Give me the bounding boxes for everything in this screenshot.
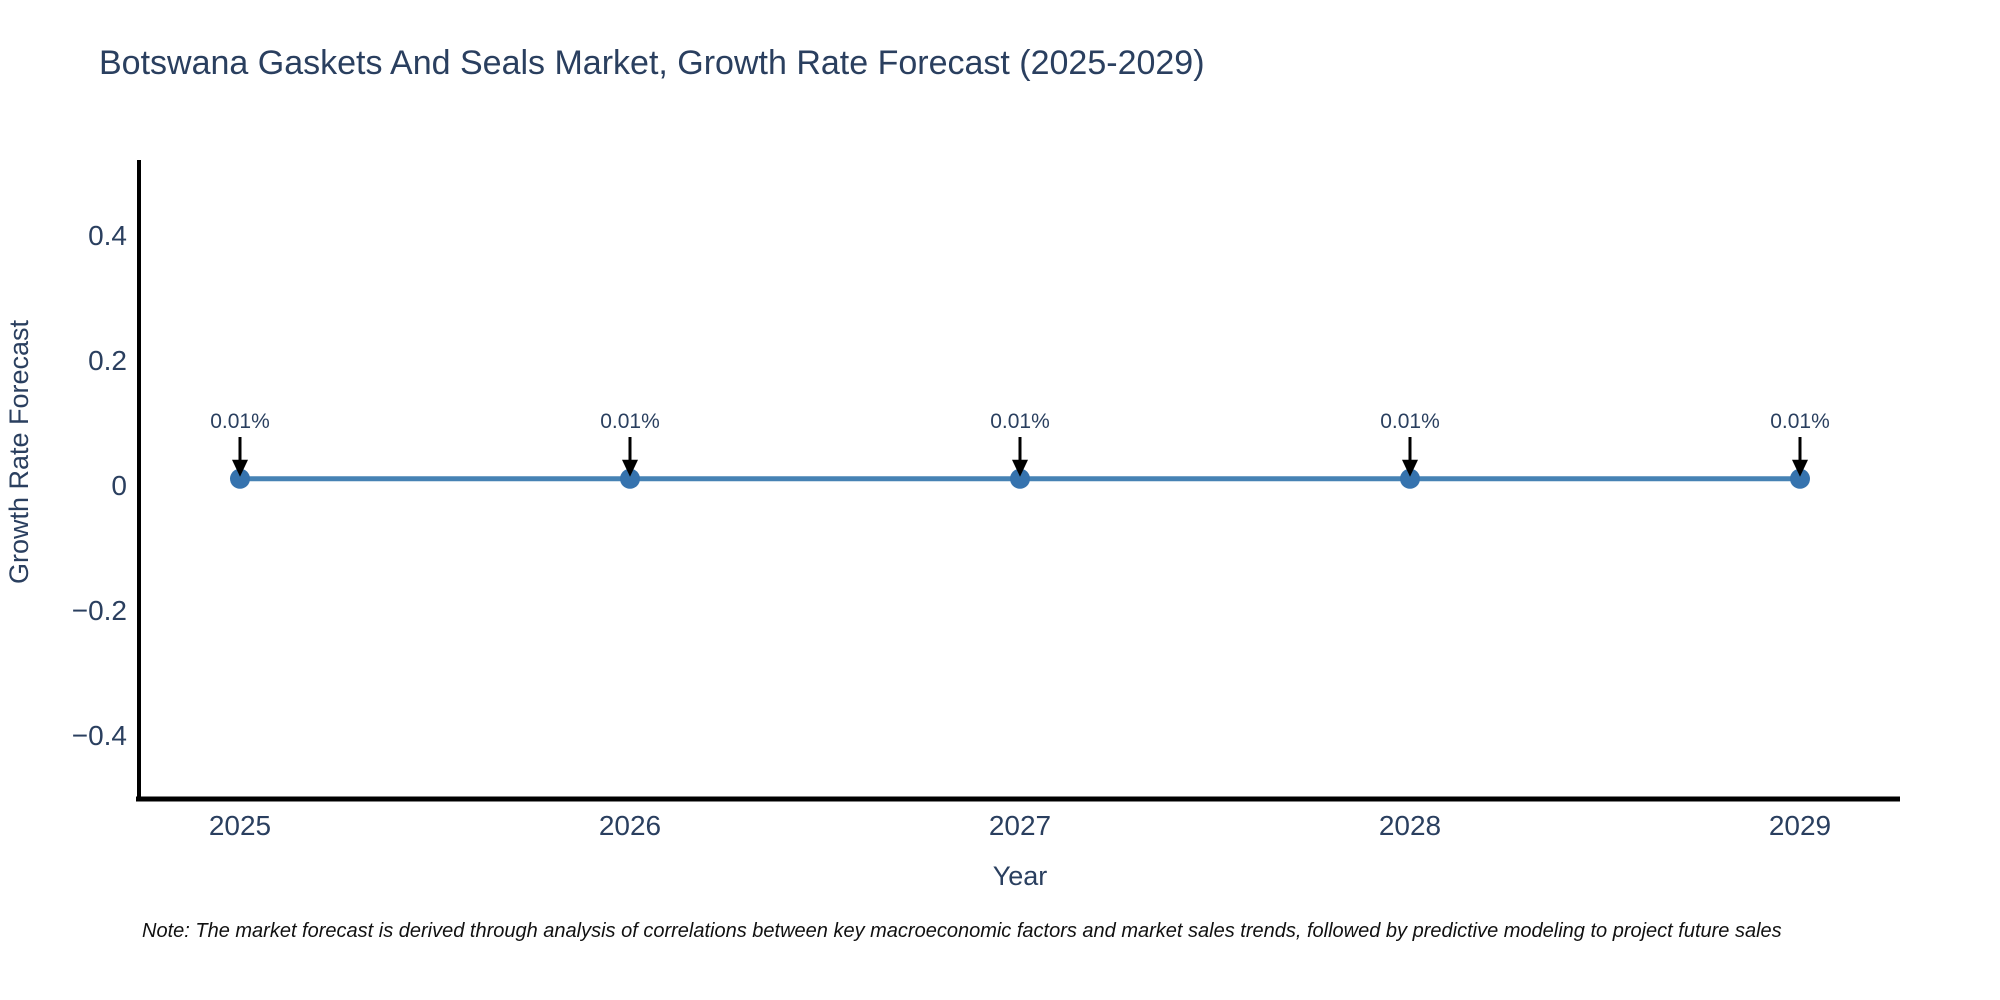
point-annotation-label: 0.01% (1770, 410, 1830, 433)
point-annotation-label: 0.01% (600, 410, 660, 433)
x-tick-label: 2025 (209, 810, 271, 841)
x-tick-label: 2026 (599, 810, 661, 841)
point-annotation-label: 0.01% (210, 410, 270, 433)
data-point-marker (1790, 468, 1810, 489)
annotation-arrowhead (1012, 459, 1028, 477)
y-axis-title: Growth Rate Forecast (4, 319, 34, 584)
y-tick-label: −0.2 (72, 595, 127, 626)
x-tick-label: 2027 (989, 810, 1051, 841)
x-tick-label: 2028 (1379, 810, 1441, 841)
annotation-arrowhead (1402, 459, 1418, 477)
data-point-marker (1400, 468, 1420, 489)
footnote: Note: The market forecast is derived thr… (142, 920, 1782, 942)
annotation-arrowhead (622, 459, 638, 477)
y-tick-label: 0.2 (88, 345, 127, 376)
x-tick-label: 2029 (1769, 810, 1831, 841)
y-tick-label: −0.4 (72, 720, 127, 751)
point-annotation-label: 0.01% (1380, 410, 1440, 433)
y-tick-label: 0.4 (88, 220, 127, 251)
y-tick-label: 0 (111, 470, 127, 501)
x-axis-title: Year (993, 861, 1048, 891)
data-point-marker (1010, 468, 1030, 489)
data-point-marker (230, 468, 250, 489)
point-annotation-label: 0.01% (990, 410, 1050, 433)
annotation-arrowhead (1792, 459, 1808, 477)
chart-title: Botswana Gaskets And Seals Market, Growt… (99, 44, 1205, 82)
data-point-marker (620, 468, 640, 489)
annotation-arrowhead (232, 459, 248, 477)
